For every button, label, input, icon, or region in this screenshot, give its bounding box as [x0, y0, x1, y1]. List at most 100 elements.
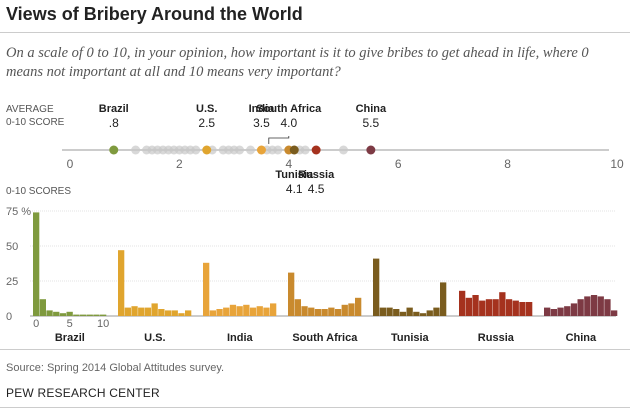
page-title: Views of Bribery Around the World	[6, 4, 303, 24]
other-country-dot	[273, 145, 283, 155]
avg-dot-russia	[311, 145, 321, 155]
average-axis-tick: 8	[504, 157, 511, 171]
group-label-u-s: U.S.	[144, 332, 165, 344]
group-label-tunisia: Tunisia	[391, 332, 430, 344]
bar-brazil-8	[86, 314, 93, 316]
bar-india-2	[216, 309, 223, 316]
country-value-south-africa: 4.0	[280, 116, 297, 130]
bar-brazil-3	[53, 311, 60, 316]
bar-brazil-5	[66, 311, 73, 316]
avg-dot-brazil	[109, 145, 119, 155]
bar-china-4	[570, 303, 578, 316]
avg-dot-tunisia	[289, 145, 299, 155]
group-label-brazil: Brazil	[55, 332, 85, 344]
y-axis-tick: 0	[6, 311, 12, 323]
avg-dot-china	[366, 145, 376, 155]
bar-tunisia-10	[440, 282, 447, 316]
bar-tunisia-3	[393, 309, 400, 316]
country-value-u-s: 2.5	[198, 116, 215, 130]
bar-india-7	[249, 307, 257, 316]
bar-china-9	[604, 299, 611, 316]
bar-brazil-2	[46, 310, 53, 316]
bar-china-6	[584, 296, 591, 316]
bar-brazil-6	[73, 314, 80, 316]
bar-tunisia-5	[406, 307, 413, 316]
bar-china-10	[611, 310, 618, 316]
chart-subtitle: On a scale of 0 to 10, in your opinion, …	[6, 45, 589, 80]
other-country-dot	[191, 145, 201, 155]
country-name-tunisia: Tunisia	[275, 169, 314, 181]
bar-india-6	[243, 304, 250, 316]
bar-south-africa-10	[355, 297, 362, 316]
bar-tunisia-0	[373, 258, 380, 316]
average-axis-tick: 6	[395, 157, 402, 171]
average-score-chart: AVERAGE 0-10 SCORE 0 2 4 6 8 10 Brazil.8 U.S.2.5 I…	[6, 103, 624, 196]
bar-brazil-9	[93, 314, 100, 316]
y-axis-tick: 50	[6, 241, 18, 253]
bar-china-0	[544, 307, 551, 316]
source-note: Source: Spring 2014 Global Attitudes sur…	[6, 362, 225, 374]
country-name-brazil: Brazil	[99, 103, 129, 115]
distribution-title: 0-10 SCORES	[6, 186, 71, 197]
country-value-india: 3.5	[253, 116, 270, 130]
x-axis-tick: 10	[97, 318, 109, 330]
other-country-dot	[300, 145, 310, 155]
bar-russia-5	[492, 299, 499, 316]
country-name-india: India	[249, 103, 276, 115]
bar-south-africa-0	[288, 272, 295, 316]
bar-u-s-5	[151, 303, 158, 316]
other-country-dot	[246, 145, 256, 155]
bar-russia-1	[465, 297, 472, 316]
bar-tunisia-1	[379, 307, 386, 316]
top-divider	[0, 32, 630, 33]
bar-u-s-7	[164, 310, 172, 316]
bar-u-s-8	[171, 310, 178, 316]
bar-u-s-3	[138, 307, 145, 316]
average-axis-tick: 4	[285, 157, 292, 171]
bar-china-2	[557, 307, 564, 316]
country-value-china: 5.5	[363, 116, 380, 130]
country-name-u-s: U.S.	[196, 103, 217, 115]
avg-dot-india	[256, 145, 266, 155]
bar-china-5	[577, 299, 584, 316]
group-label-russia: Russia	[478, 332, 515, 344]
country-value-russia: 4.5	[308, 182, 325, 196]
org-credit: PEW RESEARCH CENTER	[6, 386, 160, 400]
bar-tunisia-9	[433, 307, 440, 316]
bottom-divider	[0, 407, 630, 408]
bar-china-1	[550, 309, 557, 316]
bar-u-s-2	[131, 306, 138, 316]
average-label-line1: AVERAGE	[6, 104, 54, 115]
bar-india-5	[236, 306, 243, 316]
other-country-dot	[131, 145, 141, 155]
bar-india-8	[256, 306, 263, 316]
bar-tunisia-8	[426, 310, 433, 316]
bar-tunisia-6	[413, 311, 420, 316]
average-axis-tick: 10	[610, 157, 624, 171]
bar-russia-4	[485, 299, 493, 316]
bar-south-africa-6	[328, 307, 335, 316]
bar-tunisia-7	[419, 313, 427, 316]
footer-divider	[0, 349, 630, 350]
bar-south-africa-7	[334, 309, 342, 316]
country-value-brazil: .8	[109, 116, 119, 130]
bar-china-8	[597, 296, 604, 316]
bar-u-s-1	[124, 307, 131, 316]
bar-u-s-10	[185, 310, 192, 316]
bar-russia-2	[472, 295, 479, 316]
south-africa-connector	[268, 136, 290, 144]
x-axis-tick: 5	[67, 318, 73, 330]
bar-india-1	[209, 310, 216, 316]
x-axis-tick: 0	[33, 318, 39, 330]
country-name-south-africa: South Africa	[256, 103, 322, 115]
average-axis-tick: 2	[176, 157, 183, 171]
average-label-line2: 0-10 SCORE	[6, 117, 65, 128]
bar-u-s-9	[178, 313, 185, 316]
bar-south-africa-5	[321, 309, 328, 316]
avg-dot-u-s	[202, 145, 212, 155]
bar-south-africa-9	[348, 303, 355, 316]
bar-south-africa-3	[308, 307, 315, 316]
average-axis-tick: 0	[67, 157, 74, 171]
bar-tunisia-2	[386, 307, 393, 316]
